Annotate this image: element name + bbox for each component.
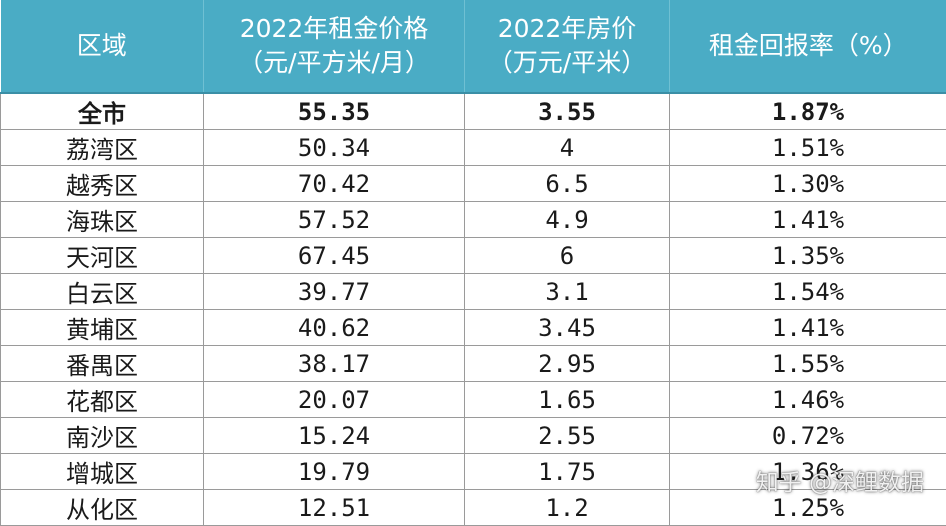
cell-yield: 1.46% [670,382,946,418]
cell-yield: 1.41% [670,310,946,346]
cell-rent: 67.45 [204,238,465,274]
cell-yield: 1.35% [670,238,946,274]
cell-price: 6.5 [465,166,670,202]
cell-price: 1.2 [465,490,670,526]
header-yield: 租金回报率（%） [670,0,946,93]
cell-rent: 40.62 [204,310,465,346]
cell-yield: 1.55% [670,346,946,382]
cell-region: 花都区 [1,382,204,418]
cell-region: 海珠区 [1,202,204,238]
cell-region: 从化区 [1,490,204,526]
cell-rent: 12.51 [204,490,465,526]
header-rent: 2022年租金价格 （元/平方米/月） [204,0,465,93]
cell-rent: 39.77 [204,274,465,310]
header-price-line1: 2022年房价 [465,12,669,46]
header-rent-line2: （元/平方米/月） [204,46,464,80]
cell-price: 1.75 [465,454,670,490]
cell-yield: 1.30% [670,166,946,202]
cell-yield: 1.41% [670,202,946,238]
header-yield-label: 租金回报率（%） [670,29,946,63]
cell-rent: 70.42 [204,166,465,202]
cell-region: 南沙区 [1,418,204,454]
cell-region: 增城区 [1,454,204,490]
header-rent-line1: 2022年租金价格 [204,12,464,46]
cell-price: 6 [465,238,670,274]
cell-region: 天河区 [1,238,204,274]
cell-region: 荔湾区 [1,130,204,166]
cell-region: 白云区 [1,274,204,310]
cell-yield: 1.54% [670,274,946,310]
cell-region: 黄埔区 [1,310,204,346]
cell-price: 3.55 [465,93,670,130]
cell-region: 越秀区 [1,166,204,202]
table-header: 区域 2022年租金价格 （元/平方米/月） 2022年房价 （万元/平米） 租… [1,0,946,93]
cell-rent: 20.07 [204,382,465,418]
header-region: 区域 [1,0,204,93]
cell-region: 番禺区 [1,346,204,382]
cell-price: 3.45 [465,310,670,346]
header-row: 区域 2022年租金价格 （元/平方米/月） 2022年房价 （万元/平米） 租… [1,0,946,93]
cell-price: 4.9 [465,202,670,238]
cell-region: 全市 [1,93,204,130]
cell-yield: 0.72% [670,418,946,454]
header-price: 2022年房价 （万元/平米） [465,0,670,93]
cell-price: 4 [465,130,670,166]
cell-rent: 38.17 [204,346,465,382]
cell-rent: 50.34 [204,130,465,166]
cell-price: 3.1 [465,274,670,310]
cell-yield: 1.36% [670,454,946,490]
cell-price: 1.65 [465,382,670,418]
cell-rent: 19.79 [204,454,465,490]
cell-rent: 15.24 [204,418,465,454]
cell-yield: 1.51% [670,130,946,166]
cell-price: 2.55 [465,418,670,454]
cell-price: 2.95 [465,346,670,382]
header-price-line2: （万元/平米） [465,46,669,80]
cell-rent: 57.52 [204,202,465,238]
cell-rent: 55.35 [204,93,465,130]
header-region-label: 区域 [1,29,204,63]
cell-yield: 1.87% [670,93,946,130]
cell-yield: 1.25% [670,490,946,526]
